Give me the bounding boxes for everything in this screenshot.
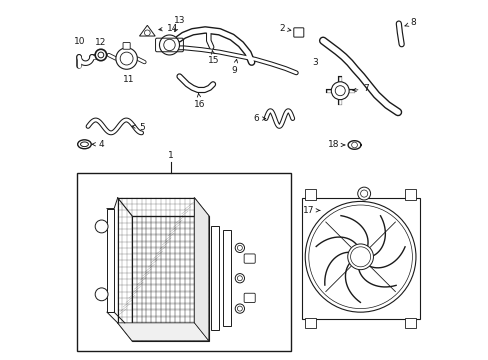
Circle shape (347, 244, 373, 270)
Bar (405, 189, 415, 200)
Bar (305, 318, 315, 328)
Polygon shape (132, 216, 208, 341)
Circle shape (144, 30, 150, 36)
Circle shape (159, 35, 179, 55)
FancyBboxPatch shape (293, 28, 303, 37)
Circle shape (95, 220, 108, 233)
Text: 16: 16 (194, 94, 205, 109)
Circle shape (116, 48, 137, 69)
Text: 11: 11 (122, 75, 134, 84)
Ellipse shape (78, 140, 91, 149)
Bar (405, 318, 415, 328)
Text: 14: 14 (159, 24, 178, 33)
Circle shape (237, 306, 242, 311)
Circle shape (350, 247, 370, 267)
Text: 7: 7 (352, 84, 368, 93)
Circle shape (308, 205, 411, 309)
Text: 4: 4 (92, 140, 104, 149)
Text: 3: 3 (312, 58, 318, 67)
Text: 5: 5 (132, 123, 144, 132)
Text: 18: 18 (327, 140, 344, 149)
Circle shape (237, 246, 242, 250)
Circle shape (95, 49, 106, 61)
Bar (210, 226, 219, 330)
FancyBboxPatch shape (123, 42, 130, 49)
Circle shape (235, 304, 244, 313)
Ellipse shape (81, 142, 88, 147)
Text: 6: 6 (252, 114, 265, 123)
Circle shape (360, 190, 367, 197)
Bar (77, 173, 290, 351)
Text: 17: 17 (302, 206, 319, 215)
Text: 12: 12 (95, 38, 106, 47)
Circle shape (235, 274, 244, 283)
Circle shape (351, 142, 357, 148)
Bar (305, 189, 315, 200)
Circle shape (235, 243, 244, 252)
Polygon shape (118, 323, 208, 341)
Circle shape (120, 52, 133, 65)
Circle shape (357, 187, 370, 200)
Circle shape (331, 82, 348, 100)
Text: 13: 13 (174, 16, 185, 32)
Bar (107, 208, 114, 312)
Text: 2: 2 (278, 24, 290, 33)
Polygon shape (139, 25, 155, 36)
Circle shape (98, 52, 103, 58)
Polygon shape (194, 198, 208, 341)
Bar (301, 198, 419, 319)
Polygon shape (118, 198, 194, 323)
Text: 8: 8 (404, 18, 415, 27)
Bar (223, 230, 230, 327)
Circle shape (237, 276, 242, 281)
Text: 10: 10 (74, 37, 85, 46)
Circle shape (95, 288, 108, 301)
FancyBboxPatch shape (244, 254, 255, 263)
Text: 1: 1 (168, 151, 174, 160)
Circle shape (305, 202, 415, 312)
Text: 15: 15 (208, 50, 220, 65)
Circle shape (335, 86, 345, 96)
Circle shape (163, 39, 175, 51)
FancyBboxPatch shape (244, 293, 255, 302)
Text: 9: 9 (231, 59, 237, 75)
